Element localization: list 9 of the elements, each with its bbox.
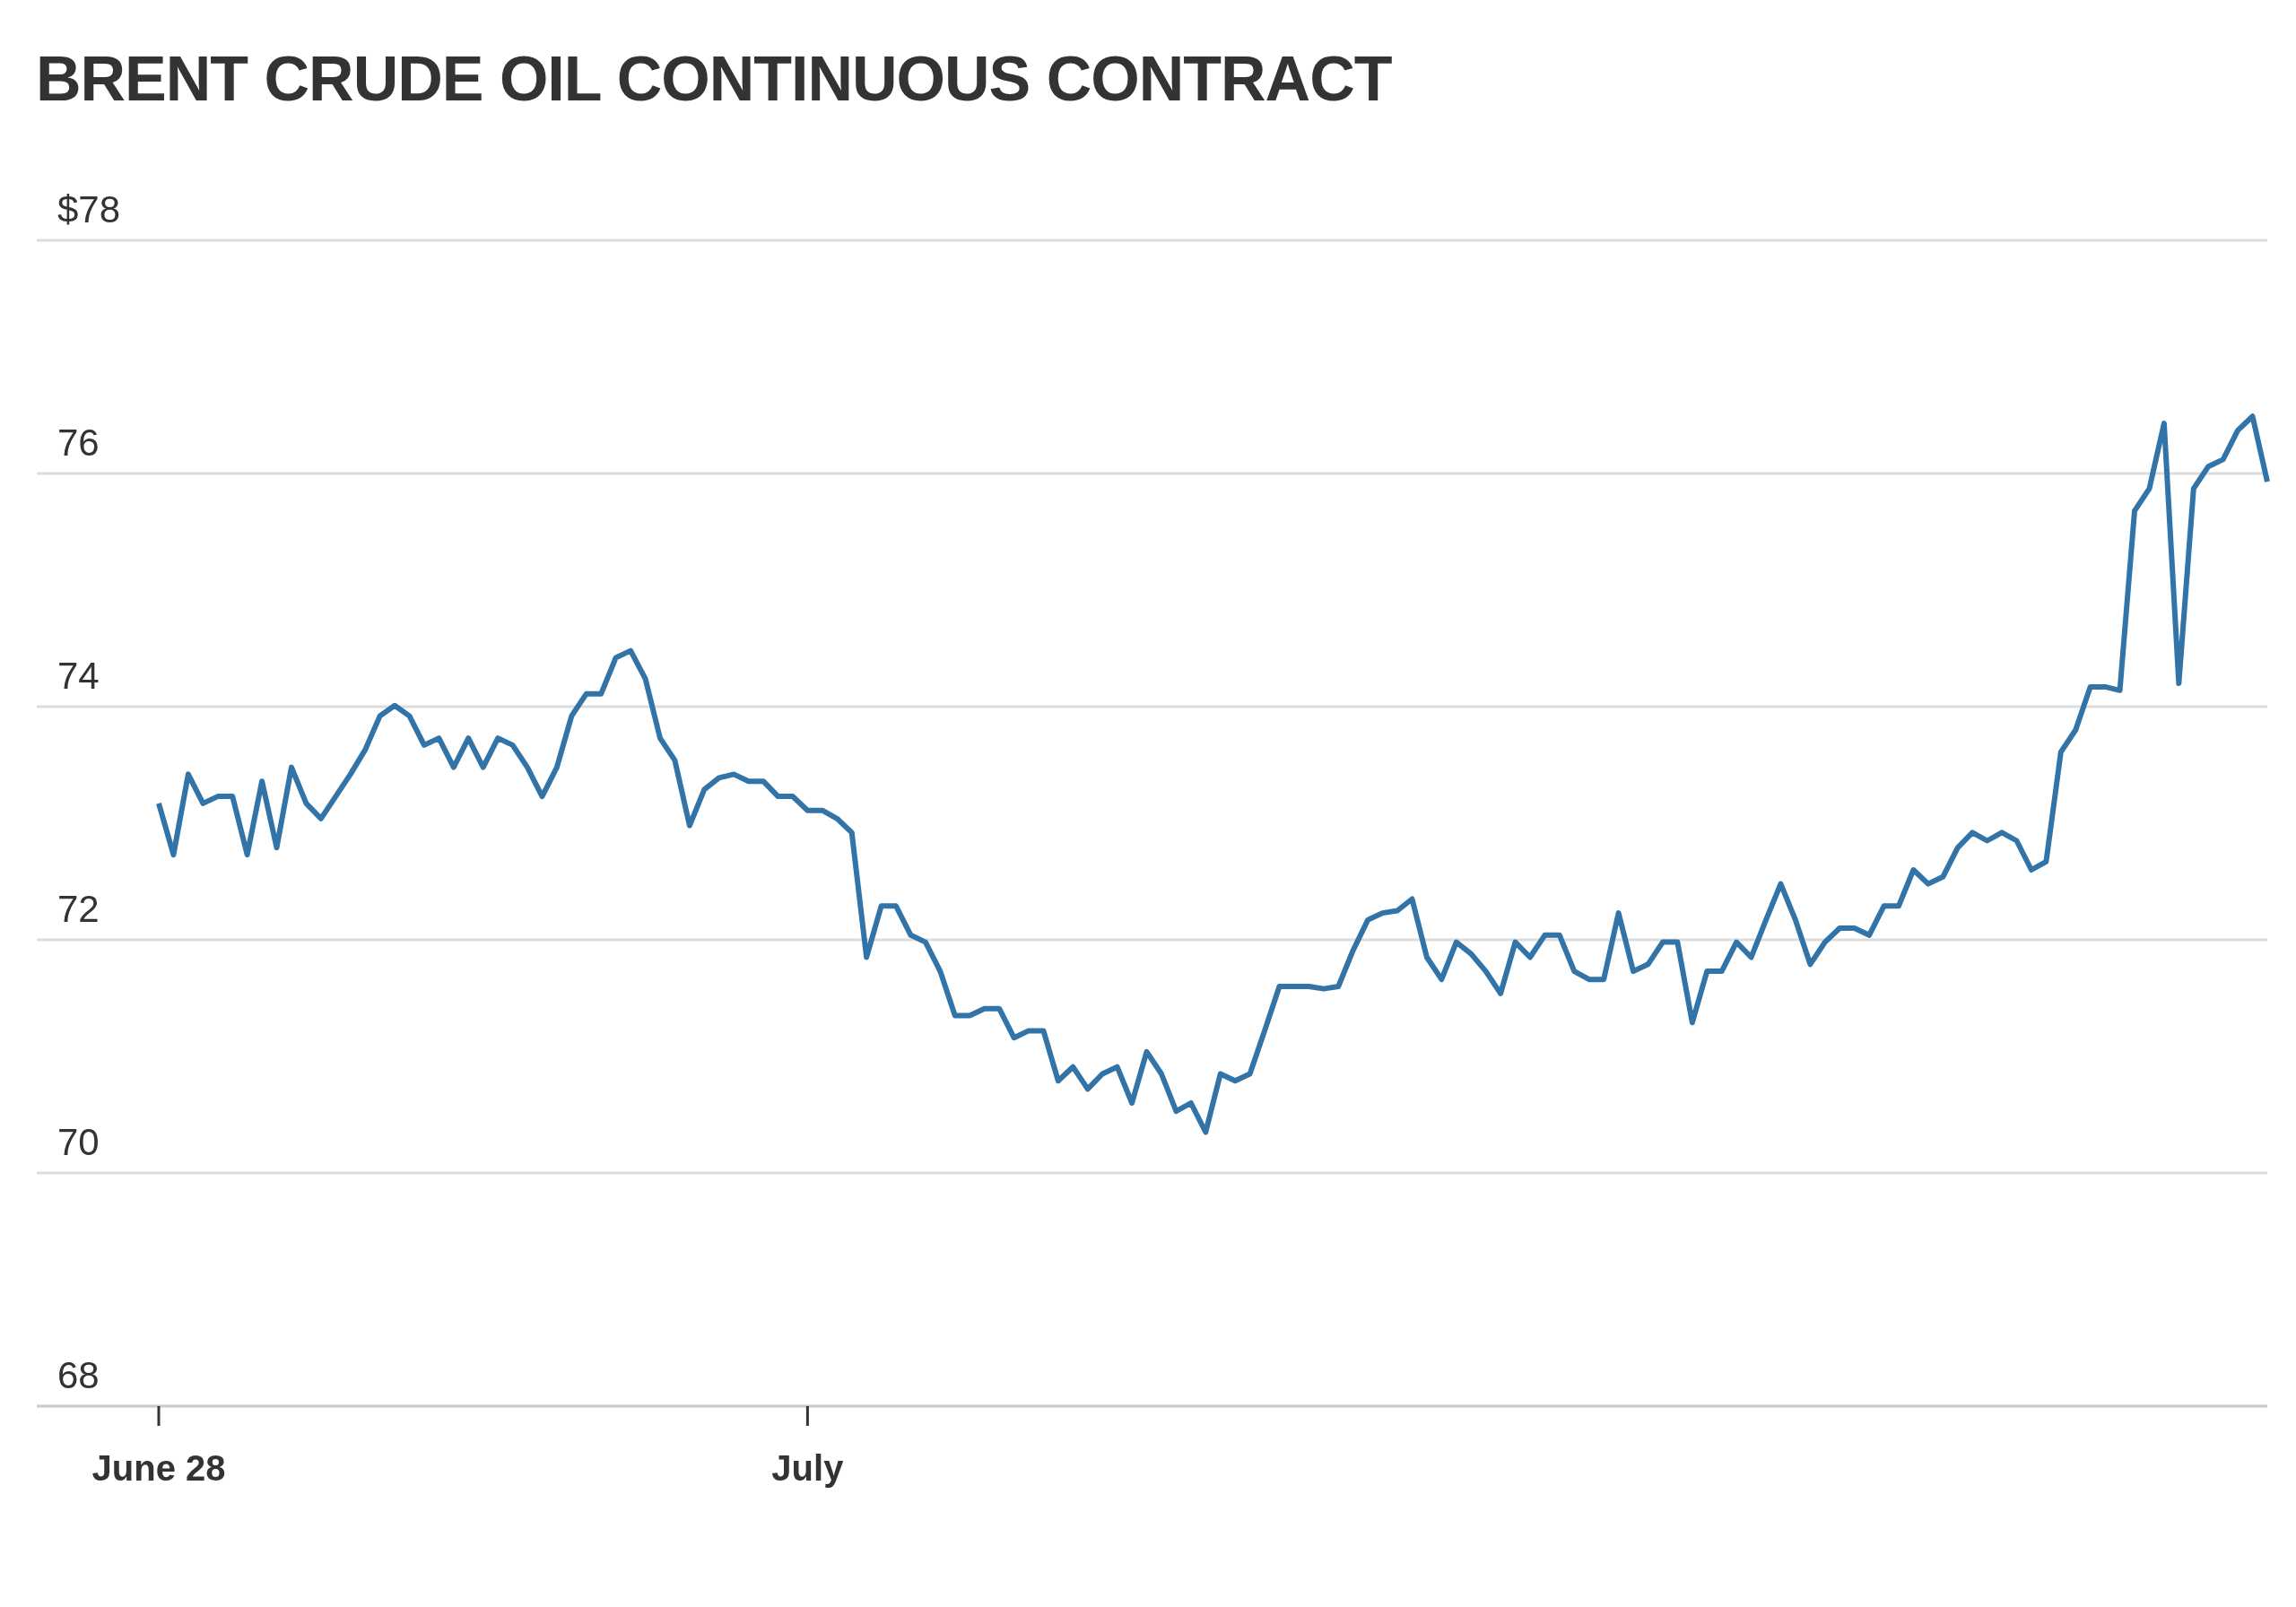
y-tick-label: 68 xyxy=(57,1354,100,1396)
y-tick-label: 72 xyxy=(57,888,100,930)
x-tick-label: July xyxy=(771,1448,845,1488)
y-tick-label: 70 xyxy=(57,1121,100,1163)
y-tick-label: $78 xyxy=(57,188,121,230)
x-tick-label: June 28 xyxy=(91,1448,226,1488)
y-tick-label: 74 xyxy=(57,655,100,697)
chart-title: BRENT CRUDE OIL CONTINUOUS CONTRACT xyxy=(35,43,1393,116)
y-tick-label: 76 xyxy=(57,421,100,464)
